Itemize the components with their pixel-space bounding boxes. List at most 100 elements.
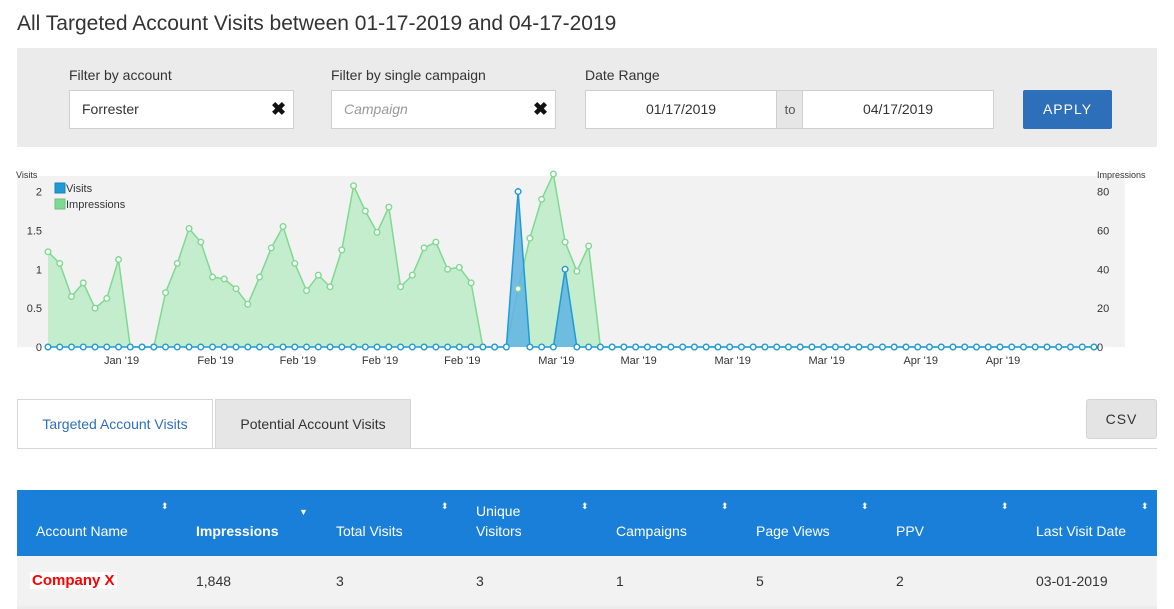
column-header-impressions[interactable]: Impressions ▼ <box>177 490 317 556</box>
table-header: Account Name ⬍ Impressions ▼ Total Visit… <box>17 490 1157 556</box>
campaign-filter-label: Filter by single campaign <box>331 67 486 83</box>
visits-point <box>1043 343 1051 351</box>
account-filter-input[interactable]: Forrester ✖ <box>69 90 294 129</box>
y-axis-left-title: Visits <box>16 170 38 180</box>
visits-point <box>1078 343 1086 351</box>
tab-potential-account-visits[interactable]: Potential Account Visits <box>215 399 411 449</box>
impressions-point <box>115 256 123 264</box>
visits-point <box>467 343 475 351</box>
visits-point <box>878 343 886 351</box>
impressions-point <box>373 228 381 236</box>
visits-point <box>91 343 99 351</box>
visits-point <box>79 343 87 351</box>
sort-icon[interactable]: ⬍ <box>161 501 169 511</box>
account-name-cell[interactable]: Company X <box>17 556 177 606</box>
column-label: PPV <box>896 523 925 539</box>
tab-targeted-account-visits[interactable]: Targeted Account Visits <box>17 399 213 449</box>
x-tick-label: Feb '19 <box>362 355 398 367</box>
account-filter-value: Forrester <box>82 101 139 117</box>
column-header-unique-visitors[interactable]: Unique Visitors ⬍ <box>457 490 597 556</box>
visits-point <box>220 343 228 351</box>
visits-point <box>667 343 675 351</box>
visits-point <box>44 343 52 351</box>
account-filter-label: Filter by account <box>69 67 172 83</box>
visits-point <box>502 343 510 351</box>
page-views-cell: 5 <box>756 573 764 589</box>
visits-point <box>843 343 851 351</box>
impressions-point <box>162 289 170 297</box>
visits-point <box>549 343 557 351</box>
visits-point <box>538 343 546 351</box>
visits-point <box>820 343 828 351</box>
column-label: Last Visit Date <box>1036 523 1127 539</box>
visits-point <box>491 343 499 351</box>
sort-icon[interactable]: ⬍ <box>581 501 589 511</box>
impressions-point <box>455 263 463 271</box>
page-title: All Targeted Account Visits between 01-1… <box>17 12 617 35</box>
x-tick-label: Feb '19 <box>197 355 233 367</box>
total-visits-cell: 3 <box>336 573 344 589</box>
visits-point <box>326 343 334 351</box>
table-row[interactable]: Company X 1,848 3 3 1 5 2 03-01-2019 <box>17 556 1157 606</box>
visits-point <box>303 343 311 351</box>
impressions-point <box>385 203 393 211</box>
visits-point <box>408 343 416 351</box>
impressions-point <box>256 273 264 281</box>
visits-point <box>655 343 663 351</box>
visits-point <box>737 343 745 351</box>
campaign-filter-input[interactable]: Campaign ✖ <box>331 90 556 129</box>
visits-point <box>561 265 569 273</box>
sort-icon[interactable]: ⬍ <box>1141 501 1149 511</box>
account-name-link[interactable]: Company X <box>30 572 117 589</box>
sort-icon[interactable]: ⬍ <box>861 501 869 511</box>
visits-point <box>984 343 992 351</box>
clear-campaign-icon[interactable]: ✖ <box>533 99 549 119</box>
visits-point <box>796 343 804 351</box>
y-left-tick-label: 2 <box>36 187 42 199</box>
date-to-input[interactable]: 04/17/2019 <box>802 90 994 129</box>
visits-point <box>385 343 393 351</box>
impressions-point <box>350 182 358 190</box>
column-header-total-visits[interactable]: Total Visits ⬍ <box>317 490 457 556</box>
x-tick-label: Mar '19 <box>809 355 845 367</box>
sort-icon[interactable]: ⬍ <box>721 501 729 511</box>
visits-point <box>56 343 64 351</box>
visits-point <box>679 343 687 351</box>
impressions-point <box>361 207 369 215</box>
date-to-separator: to <box>777 90 803 129</box>
sort-desc-icon[interactable]: ▼ <box>299 507 308 517</box>
impressions-point <box>56 259 64 267</box>
column-header-page-views[interactable]: Page Views ⬍ <box>737 490 877 556</box>
column-header-ppv[interactable]: PPV ⬍ <box>877 490 1017 556</box>
visits-point <box>291 343 299 351</box>
sort-icon[interactable]: ⬍ <box>1001 501 1009 511</box>
visits-point <box>279 343 287 351</box>
column-header-campaigns[interactable]: Campaigns ⬍ <box>597 490 737 556</box>
visits-point <box>620 343 628 351</box>
visits-point <box>115 343 123 351</box>
visits-point <box>209 343 217 351</box>
visits-point <box>185 343 193 351</box>
visits-point <box>1019 343 1027 351</box>
visits-point <box>643 343 651 351</box>
y-axis-right-title: Impressions <box>1097 170 1146 180</box>
clear-account-icon[interactable]: ✖ <box>271 99 287 119</box>
impressions-point <box>232 285 240 293</box>
apply-button[interactable]: APPLY <box>1023 90 1112 129</box>
visits-point <box>702 343 710 351</box>
impressions-legend-label: Impressions <box>66 199 126 211</box>
column-header-last-visit-date[interactable]: Last Visit Date ⬍ <box>1017 490 1157 556</box>
visits-point <box>244 343 252 351</box>
y-left-tick-label: 1.5 <box>27 225 42 237</box>
tabs-divider <box>17 448 1157 449</box>
visits-point <box>314 343 322 351</box>
csv-button[interactable]: CSV <box>1086 399 1157 439</box>
visits-point <box>972 343 980 351</box>
column-header-account-name[interactable]: Account Name ⬍ <box>17 490 177 556</box>
visits-point <box>68 343 76 351</box>
impressions-point <box>561 238 569 246</box>
sort-icon[interactable]: ⬍ <box>441 501 449 511</box>
impressions-point <box>197 238 205 246</box>
date-from-input[interactable]: 01/17/2019 <box>585 90 777 129</box>
